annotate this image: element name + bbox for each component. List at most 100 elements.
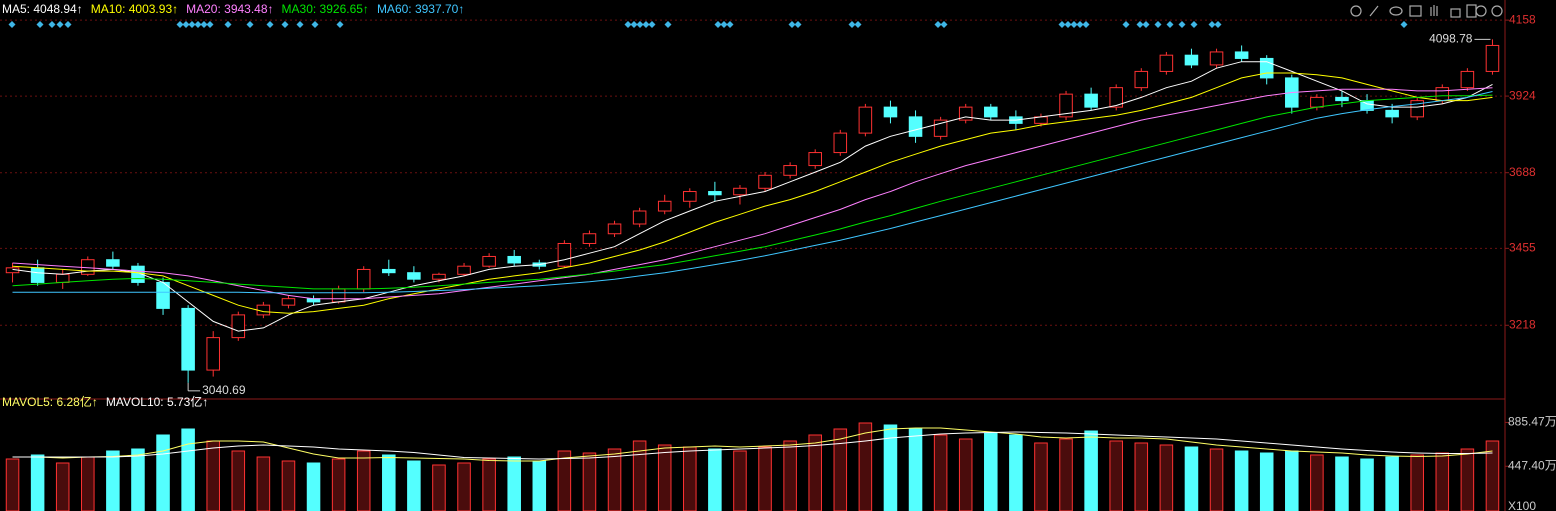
toolbar xyxy=(1350,4,1503,18)
event-marker xyxy=(36,21,44,28)
event-marker xyxy=(624,21,632,28)
volume-bar xyxy=(683,446,697,511)
y-tick-label: 3924 xyxy=(1509,88,1536,102)
volume-bar xyxy=(1084,430,1098,511)
event-marker xyxy=(1190,21,1198,28)
event-marker xyxy=(200,21,208,28)
volume-bar xyxy=(657,444,672,511)
ma-line xyxy=(12,87,1493,300)
candle-body xyxy=(858,106,873,134)
volume-bar xyxy=(382,454,396,511)
candle-body xyxy=(632,210,647,225)
candle-body xyxy=(356,268,371,290)
annotation-label: 4098.78 xyxy=(1429,32,1473,46)
candle-body xyxy=(1234,51,1249,59)
draw-icon[interactable] xyxy=(1369,5,1379,17)
y-tick-label: 447.40万 xyxy=(1508,458,1556,472)
volume-bar xyxy=(457,462,471,511)
event-marker xyxy=(720,21,728,28)
view-icon[interactable] xyxy=(1389,6,1403,16)
event-marker xyxy=(636,21,644,28)
candle-body xyxy=(1134,70,1149,89)
candle-body xyxy=(1059,93,1073,118)
ma-line xyxy=(12,61,1493,332)
candle-body xyxy=(482,255,496,267)
volume-bar xyxy=(984,432,998,511)
volume-bar xyxy=(1209,448,1224,511)
volume-bar xyxy=(1385,456,1399,511)
legend-entry: MAVOL5: 6.28亿↑ xyxy=(2,394,98,409)
y-tick-label: 3455 xyxy=(1509,241,1536,255)
event-marker xyxy=(848,21,856,28)
event-marker xyxy=(1178,21,1186,28)
volume-bar xyxy=(1009,434,1023,511)
legend-entry: MAVOL10: 5.73亿↑ xyxy=(106,394,209,409)
candle-body xyxy=(808,152,822,167)
mavol-line xyxy=(12,431,1493,460)
candle-body xyxy=(883,106,898,118)
zoom-in-icon[interactable] xyxy=(1475,5,1487,17)
volume-bar xyxy=(55,462,70,511)
candle-body xyxy=(407,272,421,280)
volume-bar xyxy=(1059,438,1073,511)
candle-body xyxy=(1485,44,1500,72)
legend-entry: MA10: 4003.93↑ xyxy=(91,2,178,16)
event-marker xyxy=(246,21,254,28)
volume-bar xyxy=(482,458,496,511)
candle-body xyxy=(55,273,70,283)
settings-icon[interactable] xyxy=(1350,5,1362,17)
zoom-out-icon[interactable] xyxy=(1491,5,1503,17)
volume-bar xyxy=(808,434,822,511)
event-marker xyxy=(940,21,948,28)
candle-body xyxy=(457,265,471,275)
event-marker xyxy=(1058,21,1066,28)
volume-bar xyxy=(607,448,622,511)
candle-body xyxy=(1435,87,1450,102)
volume-bar xyxy=(30,454,45,511)
lock-icon[interactable] xyxy=(1450,8,1461,18)
event-marker xyxy=(336,21,344,28)
event-marker xyxy=(854,21,862,28)
delete-icon[interactable] xyxy=(1409,5,1422,17)
volume-bar xyxy=(1134,442,1149,511)
volume-bar xyxy=(1285,450,1299,511)
candle-body xyxy=(1385,109,1399,118)
volume-bar xyxy=(1410,454,1424,511)
volume-bar xyxy=(81,456,95,511)
event-marker xyxy=(934,21,942,28)
volume-bar xyxy=(1335,456,1349,511)
event-marker xyxy=(1064,21,1072,28)
y-tick-label: 3688 xyxy=(1509,165,1536,179)
event-marker xyxy=(648,21,656,28)
event-marker xyxy=(48,21,56,28)
event-marker xyxy=(1214,21,1222,28)
candle-body xyxy=(231,314,246,339)
mavol-line xyxy=(12,427,1493,462)
volume-bar xyxy=(181,428,195,511)
event-marker xyxy=(188,21,196,28)
candle-body xyxy=(582,233,597,244)
event-marker xyxy=(281,21,289,28)
event-marker xyxy=(1082,21,1090,28)
candle-body xyxy=(557,242,572,267)
event-marker xyxy=(1122,21,1130,28)
volume-bar xyxy=(1435,452,1450,511)
candle-body xyxy=(30,267,45,283)
event-marker xyxy=(1136,21,1144,28)
volume-bar xyxy=(632,440,647,511)
candle-body xyxy=(382,268,396,274)
volume-bar xyxy=(708,448,722,511)
volume-bar xyxy=(908,428,923,511)
ma-line xyxy=(12,72,1493,314)
volume-bar xyxy=(1234,450,1249,511)
volume-bar xyxy=(356,450,371,511)
event-marker xyxy=(8,21,16,28)
volume-bar xyxy=(783,440,797,511)
legend-entry: MA20: 3943.48↑ xyxy=(186,2,273,16)
volume-bar xyxy=(758,446,772,511)
volume-bar xyxy=(733,450,747,511)
event-marker xyxy=(1154,21,1162,28)
hand-icon[interactable] xyxy=(1430,5,1438,16)
candle-body xyxy=(1159,54,1174,72)
